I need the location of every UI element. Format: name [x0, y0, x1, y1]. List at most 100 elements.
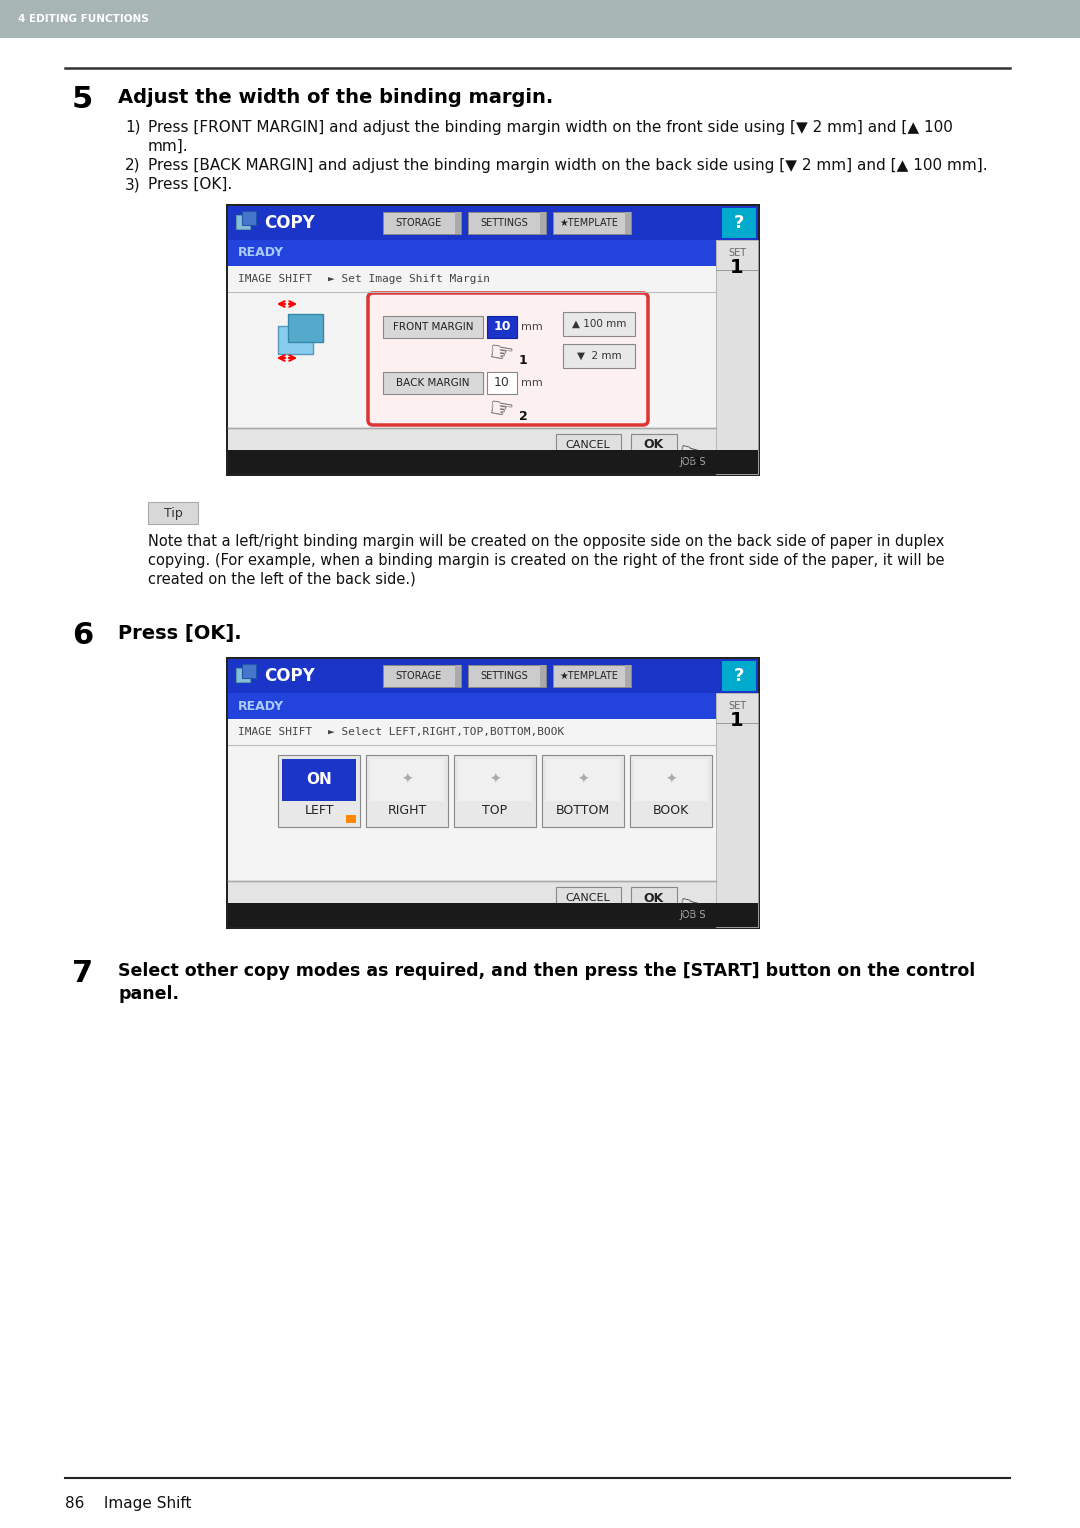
Text: ☞: ☞: [486, 338, 515, 370]
Bar: [553, 212, 631, 234]
Text: 1: 1: [730, 711, 744, 730]
Text: FRONT MARGIN: FRONT MARGIN: [393, 322, 473, 332]
Text: mm].: mm].: [148, 139, 189, 154]
Text: Press [OK].: Press [OK].: [118, 623, 242, 643]
Text: ?: ?: [733, 668, 744, 685]
Text: 4 EDITING FUNCTIONS: 4 EDITING FUNCTIONS: [18, 14, 149, 24]
Text: JOB S: JOB S: [679, 911, 706, 920]
Bar: [282, 759, 356, 801]
Text: Select other copy modes as required, and then press the [START] button on the co: Select other copy modes as required, and…: [118, 963, 975, 979]
Text: 3: 3: [691, 455, 701, 471]
Bar: [228, 694, 716, 720]
Text: ★TEMPLATE: ★TEMPLATE: [559, 219, 619, 228]
Bar: [556, 434, 621, 455]
Text: Tip: Tip: [164, 506, 183, 520]
Text: OK: OK: [644, 891, 664, 905]
Text: mm: mm: [521, 322, 543, 332]
Text: ☞: ☞: [486, 394, 515, 426]
Bar: [226, 205, 760, 477]
Bar: [468, 212, 546, 234]
Bar: [716, 240, 758, 474]
Text: TOP: TOP: [483, 804, 508, 816]
Bar: [563, 312, 635, 336]
Bar: [228, 206, 758, 240]
Bar: [487, 316, 517, 338]
Bar: [226, 657, 760, 929]
Bar: [716, 694, 758, 927]
Bar: [546, 759, 620, 801]
Bar: [625, 665, 631, 688]
Text: panel.: panel.: [118, 986, 179, 1002]
Text: 6: 6: [72, 620, 93, 649]
Text: 86    Image Shift: 86 Image Shift: [65, 1496, 191, 1511]
Text: Press [BACK MARGIN] and adjust the binding margin width on the back side using [: Press [BACK MARGIN] and adjust the bindi…: [148, 157, 987, 173]
Bar: [540, 212, 546, 234]
Bar: [228, 451, 758, 474]
Text: copying. (For example, when a binding margin is created on the right of the fron: copying. (For example, when a binding ma…: [148, 553, 945, 568]
Bar: [487, 371, 517, 394]
Bar: [723, 208, 756, 238]
Text: 5: 5: [72, 86, 93, 115]
FancyBboxPatch shape: [368, 293, 648, 425]
Bar: [228, 266, 716, 474]
Bar: [556, 886, 621, 909]
Bar: [228, 428, 716, 474]
Bar: [723, 662, 756, 691]
Bar: [237, 215, 249, 229]
Bar: [288, 313, 323, 342]
Bar: [634, 759, 708, 801]
Text: LEFT: LEFT: [305, 804, 334, 816]
Bar: [237, 668, 249, 681]
Bar: [383, 316, 483, 338]
Text: ✦: ✦: [401, 773, 413, 787]
Text: 10: 10: [494, 376, 510, 390]
Bar: [228, 206, 758, 474]
Text: 10: 10: [494, 321, 511, 333]
Text: Press [OK].: Press [OK].: [148, 177, 232, 193]
Bar: [458, 759, 532, 801]
Bar: [278, 325, 313, 354]
Text: ★TEMPLATE: ★TEMPLATE: [559, 671, 619, 681]
Bar: [455, 212, 461, 234]
Bar: [228, 720, 716, 927]
Text: BOTTOM: BOTTOM: [556, 804, 610, 816]
Text: mm: mm: [521, 377, 543, 388]
Text: COPY: COPY: [264, 668, 314, 685]
Text: ✦: ✦: [577, 773, 589, 787]
Bar: [242, 211, 256, 225]
Text: 2: 2: [519, 410, 528, 423]
Text: ☞: ☞: [673, 440, 707, 475]
Text: ☞: ☞: [673, 892, 707, 927]
Text: STORAGE: STORAGE: [396, 219, 442, 228]
Bar: [0, 0, 1080, 38]
Text: Note that a left/right binding margin will be created on the opposite side on th: Note that a left/right binding margin wi…: [148, 533, 944, 549]
Text: created on the left of the back side.): created on the left of the back side.): [148, 571, 416, 587]
Bar: [228, 240, 716, 266]
Bar: [631, 434, 677, 455]
Text: IMAGE SHIFT: IMAGE SHIFT: [238, 727, 312, 736]
Text: RIGHT: RIGHT: [388, 804, 427, 816]
Text: READY: READY: [238, 700, 284, 712]
Text: IMAGE SHIFT: IMAGE SHIFT: [238, 274, 312, 284]
Text: ▼  2 mm: ▼ 2 mm: [577, 351, 621, 361]
Text: ▲ 100 mm: ▲ 100 mm: [571, 319, 626, 329]
Bar: [468, 665, 546, 688]
Text: ► Set Image Shift Margin: ► Set Image Shift Margin: [328, 274, 490, 284]
Text: 7: 7: [72, 960, 93, 989]
Bar: [542, 755, 624, 827]
Bar: [228, 882, 716, 927]
Text: ✦: ✦: [489, 773, 501, 787]
Text: CANCEL: CANCEL: [566, 440, 610, 451]
Bar: [278, 755, 360, 827]
Text: SET: SET: [728, 701, 746, 711]
Text: Press [FRONT MARGIN] and adjust the binding margin width on the front side using: Press [FRONT MARGIN] and adjust the bind…: [148, 121, 953, 134]
Bar: [228, 903, 758, 927]
Bar: [625, 212, 631, 234]
Text: ?: ?: [733, 214, 744, 232]
Text: OK: OK: [644, 439, 664, 451]
Text: CANCEL: CANCEL: [566, 892, 610, 903]
Text: READY: READY: [238, 246, 284, 260]
Text: 2): 2): [125, 157, 140, 173]
Bar: [228, 659, 758, 694]
Text: 3): 3): [125, 177, 140, 193]
